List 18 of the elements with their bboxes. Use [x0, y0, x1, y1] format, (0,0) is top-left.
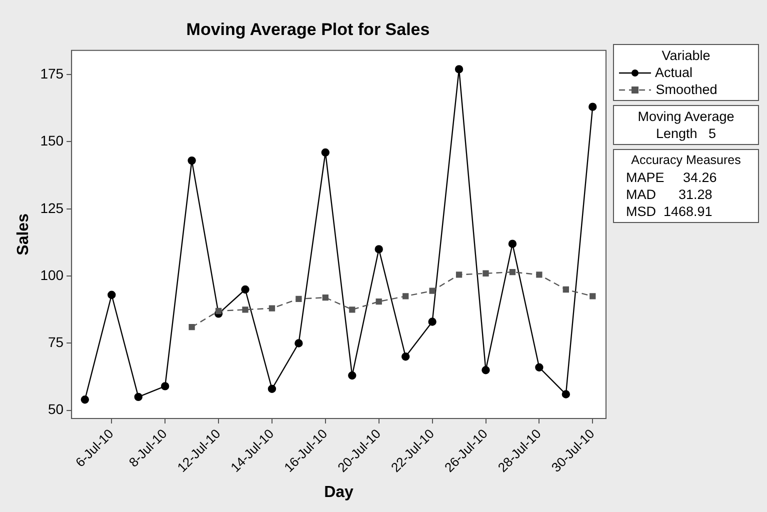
y-tick-label: 50	[48, 401, 64, 418]
y-tick-label: 175	[40, 65, 64, 82]
y-tick-label: 150	[40, 132, 64, 149]
x-axis-title: Day	[324, 484, 354, 501]
text: Accuracy Measures	[630, 152, 742, 169]
y-tick-label: 75	[48, 334, 64, 350]
text: MAD 31.28	[625, 186, 714, 203]
legend-label: Smoothed	[654, 81, 718, 98]
text: MSD 1468.91	[625, 203, 714, 220]
text: MAPE 34.26	[625, 169, 718, 186]
legend-label: Actual	[654, 64, 694, 81]
chart-title: Moving Average Plot for Sales	[186, 20, 430, 39]
text: Length 5	[654, 125, 718, 142]
y-tick-label: 100	[40, 266, 64, 283]
y-axis-title: Sales	[15, 213, 32, 256]
text: Moving Average	[636, 108, 736, 125]
legend-title: Variable	[660, 47, 712, 64]
y-tick-label: 125	[40, 200, 64, 216]
